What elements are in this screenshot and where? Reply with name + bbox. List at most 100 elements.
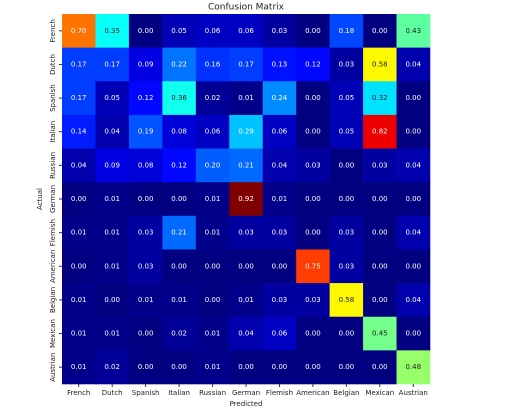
x-tick-label: French	[67, 389, 90, 397]
y-tick-label: Dutch	[49, 54, 57, 75]
cell-label: 0.00	[405, 262, 421, 270]
cell-label: 0.03	[272, 27, 288, 35]
cell-label: 0.12	[305, 60, 321, 68]
heatmap-cell	[396, 114, 431, 149]
x-tick-label: Dutch	[102, 389, 123, 397]
cell-label: 0.03	[138, 262, 154, 270]
x-tick-label: Austrian	[399, 389, 428, 397]
cell-label: 0.70	[71, 27, 87, 35]
x-tick-label: American	[296, 389, 329, 397]
cell-label: 0.00	[171, 195, 187, 203]
heatmap-cell	[195, 249, 230, 284]
heatmap-cell	[62, 350, 96, 385]
heatmap-cell	[396, 148, 431, 183]
cell-label: 0.04	[405, 296, 421, 304]
heatmap-cell	[62, 182, 96, 217]
cell-label: 0.00	[405, 94, 421, 102]
heatmap-cell	[128, 350, 163, 385]
cell-label: 0.17	[71, 94, 87, 102]
y-tick-label: Belgian	[49, 287, 57, 313]
y-tick-label: Spanish	[49, 84, 57, 112]
heatmap-cell	[195, 215, 230, 250]
heatmap-cell	[296, 283, 330, 318]
cell-label: 0.20	[205, 161, 221, 169]
heatmap-cell	[62, 47, 96, 82]
cell-label: 0.01	[205, 229, 221, 237]
cell-label: 0.00	[138, 27, 154, 35]
heatmap-cell	[296, 215, 330, 250]
heatmap-cell	[229, 114, 264, 149]
heatmap-cell	[262, 283, 297, 318]
x-tick-label: Italian	[168, 389, 190, 397]
heatmap-cell	[396, 249, 431, 284]
x-tick-label: German	[232, 389, 260, 397]
y-tick-label: German	[49, 185, 57, 213]
cell-label: 0.03	[305, 296, 321, 304]
heatmap-cell	[128, 14, 163, 48]
heatmap-cell	[296, 182, 330, 217]
cell-label: 0.00	[305, 330, 321, 338]
heatmap-cell	[162, 148, 197, 183]
heatmap-cell	[162, 249, 197, 284]
heatmap-cell	[329, 316, 364, 351]
cell-label: 0.00	[138, 330, 154, 338]
cell-label: 0.58	[339, 296, 355, 304]
cell-label: 0.09	[138, 60, 154, 68]
cell-label: 0.00	[138, 195, 154, 203]
cell-label: 0.00	[272, 363, 288, 371]
cell-label: 0.12	[138, 94, 154, 102]
heatmap-cell	[363, 316, 397, 351]
cell-label: 0.00	[405, 330, 421, 338]
cell-label: 0.01	[138, 296, 154, 304]
heatmap-cell	[296, 249, 330, 284]
x-axis-label: Predicted	[230, 400, 263, 408]
cell-label: 0.17	[71, 60, 87, 68]
heatmap-cell	[195, 283, 230, 318]
cell-label: 0.17	[238, 60, 254, 68]
heatmap-cell	[229, 316, 264, 351]
cell-label: 0.00	[305, 27, 321, 35]
cell-label: 0.04	[405, 229, 421, 237]
heatmap-cell	[363, 249, 397, 284]
cell-label: 0.21	[171, 229, 187, 237]
heatmap-cell	[396, 81, 431, 116]
heatmap-cell	[162, 47, 197, 82]
cell-label: 0.03	[272, 296, 288, 304]
x-tick-label: Flemish	[266, 389, 293, 397]
cell-label: 0.06	[205, 27, 221, 35]
heatmap-cell	[128, 215, 163, 250]
y-tick-label: Russian	[49, 152, 57, 179]
heatmap-cell	[229, 350, 264, 385]
heatmap-cell	[162, 114, 197, 149]
heatmap-cell	[62, 249, 96, 284]
heatmap-cell	[229, 249, 264, 284]
heatmap-cell	[262, 148, 297, 183]
heatmap-cell	[195, 114, 230, 149]
heatmap-cell	[95, 114, 130, 149]
cell-label: 0.04	[71, 161, 87, 169]
heatmap-cell	[262, 182, 297, 217]
heatmap-cell	[95, 182, 130, 217]
cell-label: 0.05	[171, 27, 187, 35]
cell-label: 0.14	[71, 128, 87, 136]
heatmap-cell	[363, 81, 397, 116]
cell-label: 0.06	[272, 128, 288, 136]
cell-label: 0.04	[238, 330, 254, 338]
cell-label: 0.00	[405, 195, 421, 203]
cell-label: 0.00	[238, 262, 254, 270]
heatmap-cell	[262, 81, 297, 116]
cell-label: 0.02	[104, 363, 120, 371]
cell-label: 0.58	[372, 60, 388, 68]
heatmap-cell	[95, 81, 130, 116]
heatmap-cell	[296, 47, 330, 82]
cell-label: 0.01	[272, 195, 288, 203]
heatmap-cell	[195, 316, 230, 351]
heatmap-cell	[262, 249, 297, 284]
cell-label: 0.29	[238, 128, 254, 136]
chart-title: Confusion Matrix	[208, 3, 285, 13]
cell-label: 0.01	[205, 195, 221, 203]
cell-label: 0.00	[305, 195, 321, 203]
heatmap-cell	[329, 81, 364, 116]
heatmap-cell	[296, 114, 330, 149]
